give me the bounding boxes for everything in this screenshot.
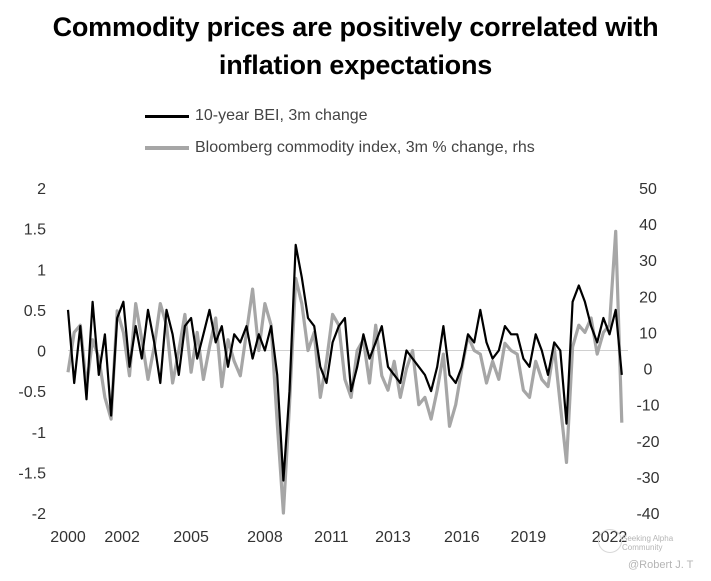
x-tick-label: 2019 xyxy=(511,529,547,546)
right-y-tick-label: -30 xyxy=(636,470,659,487)
right-y-tick-label: -10 xyxy=(636,398,659,415)
left-y-tick-label: 0.5 xyxy=(24,303,46,320)
series-line-commodity xyxy=(66,229,624,515)
x-tick-label: 2002 xyxy=(104,529,140,546)
left-y-tick-label: 1.5 xyxy=(24,222,46,239)
x-tick-label: 2000 xyxy=(50,529,86,546)
x-tick-label: 2016 xyxy=(444,529,480,546)
legend-item-commodity: Bloomberg commodity index, 3m % change, … xyxy=(145,132,535,164)
chart-title-line-2: inflation expectations xyxy=(218,50,493,80)
left-y-tick-label: -1.5 xyxy=(18,465,46,482)
x-axis: 2000 2002 2005 2008 2011 2013 2016 2019 2022 xyxy=(50,529,627,546)
legend: 10-year BEI, 3m change Bloomberg commodi… xyxy=(145,100,535,164)
watermark-logo-icon xyxy=(598,529,622,553)
right-y-tick-label: -20 xyxy=(636,434,659,451)
right-y-tick-label: 50 xyxy=(639,181,657,198)
x-tick-label: 2013 xyxy=(375,529,411,546)
legend-swatch-bei xyxy=(145,114,189,118)
series-line-bei xyxy=(66,243,623,482)
right-y-tick-label: 40 xyxy=(639,217,657,234)
left-y-tick-label: -2 xyxy=(32,506,46,523)
x-tick-label: 2005 xyxy=(173,529,209,546)
right-y-tick-label: 10 xyxy=(639,325,657,342)
left-y-tick-label: 1 xyxy=(37,262,46,279)
right-y-tick-label: -40 xyxy=(636,506,659,523)
left-y-tick-label: 0 xyxy=(37,344,46,361)
right-y-tick-label: 20 xyxy=(639,289,657,306)
right-y-axis: 50 40 30 20 10 0 -10 -20 -30 -40 xyxy=(636,181,659,523)
legend-item-bei: 10-year BEI, 3m change xyxy=(145,100,535,132)
watermark-author: @Robert J. T xyxy=(628,559,694,571)
legend-swatch-commodity xyxy=(145,146,189,150)
left-y-tick-label: -1 xyxy=(32,425,46,442)
x-tick-label: 2011 xyxy=(314,529,349,546)
left-y-tick-label: 2 xyxy=(37,181,46,198)
series-layer xyxy=(66,229,624,515)
legend-label-bei: 10-year BEI, 3m change xyxy=(195,107,368,124)
watermark-text: Seeking Alpha Community xyxy=(622,534,674,552)
chart-title-line-1: Commodity prices are positively correlat… xyxy=(52,12,659,42)
legend-label-commodity: Bloomberg commodity index, 3m % change, … xyxy=(195,139,535,156)
right-y-tick-label: 0 xyxy=(644,362,653,379)
left-y-axis: 2 1.5 1 0.5 0 -0.5 -1 -1.5 -2 xyxy=(18,181,46,523)
chart-title: Commodity prices are positively correlat… xyxy=(0,8,711,84)
right-y-tick-label: 30 xyxy=(639,253,657,270)
x-tick-label: 2008 xyxy=(247,529,283,546)
left-y-tick-label: -0.5 xyxy=(18,384,46,401)
